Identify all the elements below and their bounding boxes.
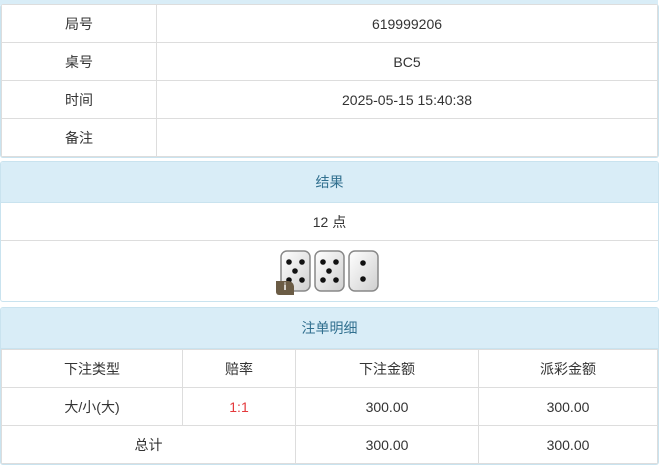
time-value: 2025-05-15 15:40:38 — [156, 80, 658, 119]
result-points: 12 点 — [1, 203, 658, 241]
round-info-panel: 局号 619999206 桌号 BC5 时间 2025-05-15 15:40:38 … — [0, 4, 659, 158]
pip — [333, 277, 339, 283]
bet-details-title: 注单明细 — [1, 308, 658, 349]
total-row: 总计 300.00 300.00 — [1, 425, 658, 464]
table-label: 桌号 — [1, 42, 157, 81]
table-row: 桌号 BC5 — [1, 42, 658, 81]
die-5-icon — [314, 250, 345, 292]
top-band — [0, 0, 658, 5]
time-label: 时间 — [1, 80, 157, 119]
header-row: 下注类型 赔率 下注金额 派彩金额 — [1, 349, 658, 388]
pip — [333, 259, 339, 265]
total-payout: 300.00 — [478, 425, 658, 464]
header-odds: 赔率 — [182, 349, 296, 388]
bet-details-table: 下注类型 赔率 下注金额 派彩金额 大/小(大) 1:1 300.00 300.00 总计 3… — [1, 349, 658, 464]
header-payout: 派彩金额 — [478, 349, 658, 388]
bet-details-panel: 注单明细 下注类型 赔率 下注金额 派彩金额 大/小(大) 1:1 300.00 300.0… — [0, 307, 659, 465]
round-value: 619999206 — [156, 4, 658, 43]
round-label: 局号 — [1, 4, 157, 43]
remark-value — [156, 118, 658, 157]
pip — [320, 277, 326, 283]
header-bet-type: 下注类型 — [1, 349, 183, 388]
header-amount: 下注金额 — [295, 349, 479, 388]
info-badge-icon[interactable]: i — [276, 281, 294, 295]
pip — [360, 260, 366, 266]
pip — [286, 259, 292, 265]
round-info-table: 局号 619999206 桌号 BC5 时间 2025-05-15 15:40:38 … — [1, 4, 658, 157]
result-panel: 结果 12 点 i — [0, 161, 659, 302]
remark-label: 备注 — [1, 118, 157, 157]
table-row: 大/小(大) 1:1 300.00 300.00 — [1, 387, 658, 426]
table-row: 备注 — [1, 118, 658, 157]
table-row: 局号 619999206 — [1, 4, 658, 43]
total-label: 总计 — [1, 425, 296, 464]
pip — [326, 268, 332, 274]
pip — [320, 259, 326, 265]
result-title: 结果 — [1, 162, 658, 203]
bet-odds: 1:1 — [182, 387, 296, 426]
table-value: BC5 — [156, 42, 658, 81]
bet-amount: 300.00 — [295, 387, 479, 426]
dice-display: i — [1, 241, 658, 301]
table-row: 时间 2025-05-15 15:40:38 — [1, 80, 658, 119]
pip — [292, 268, 298, 274]
pip — [299, 277, 305, 283]
bet-payout: 300.00 — [478, 387, 658, 426]
bet-type: 大/小(大) — [1, 387, 183, 426]
die-2-icon — [348, 250, 379, 292]
total-amount: 300.00 — [295, 425, 479, 464]
pip — [360, 276, 366, 282]
pip — [299, 259, 305, 265]
